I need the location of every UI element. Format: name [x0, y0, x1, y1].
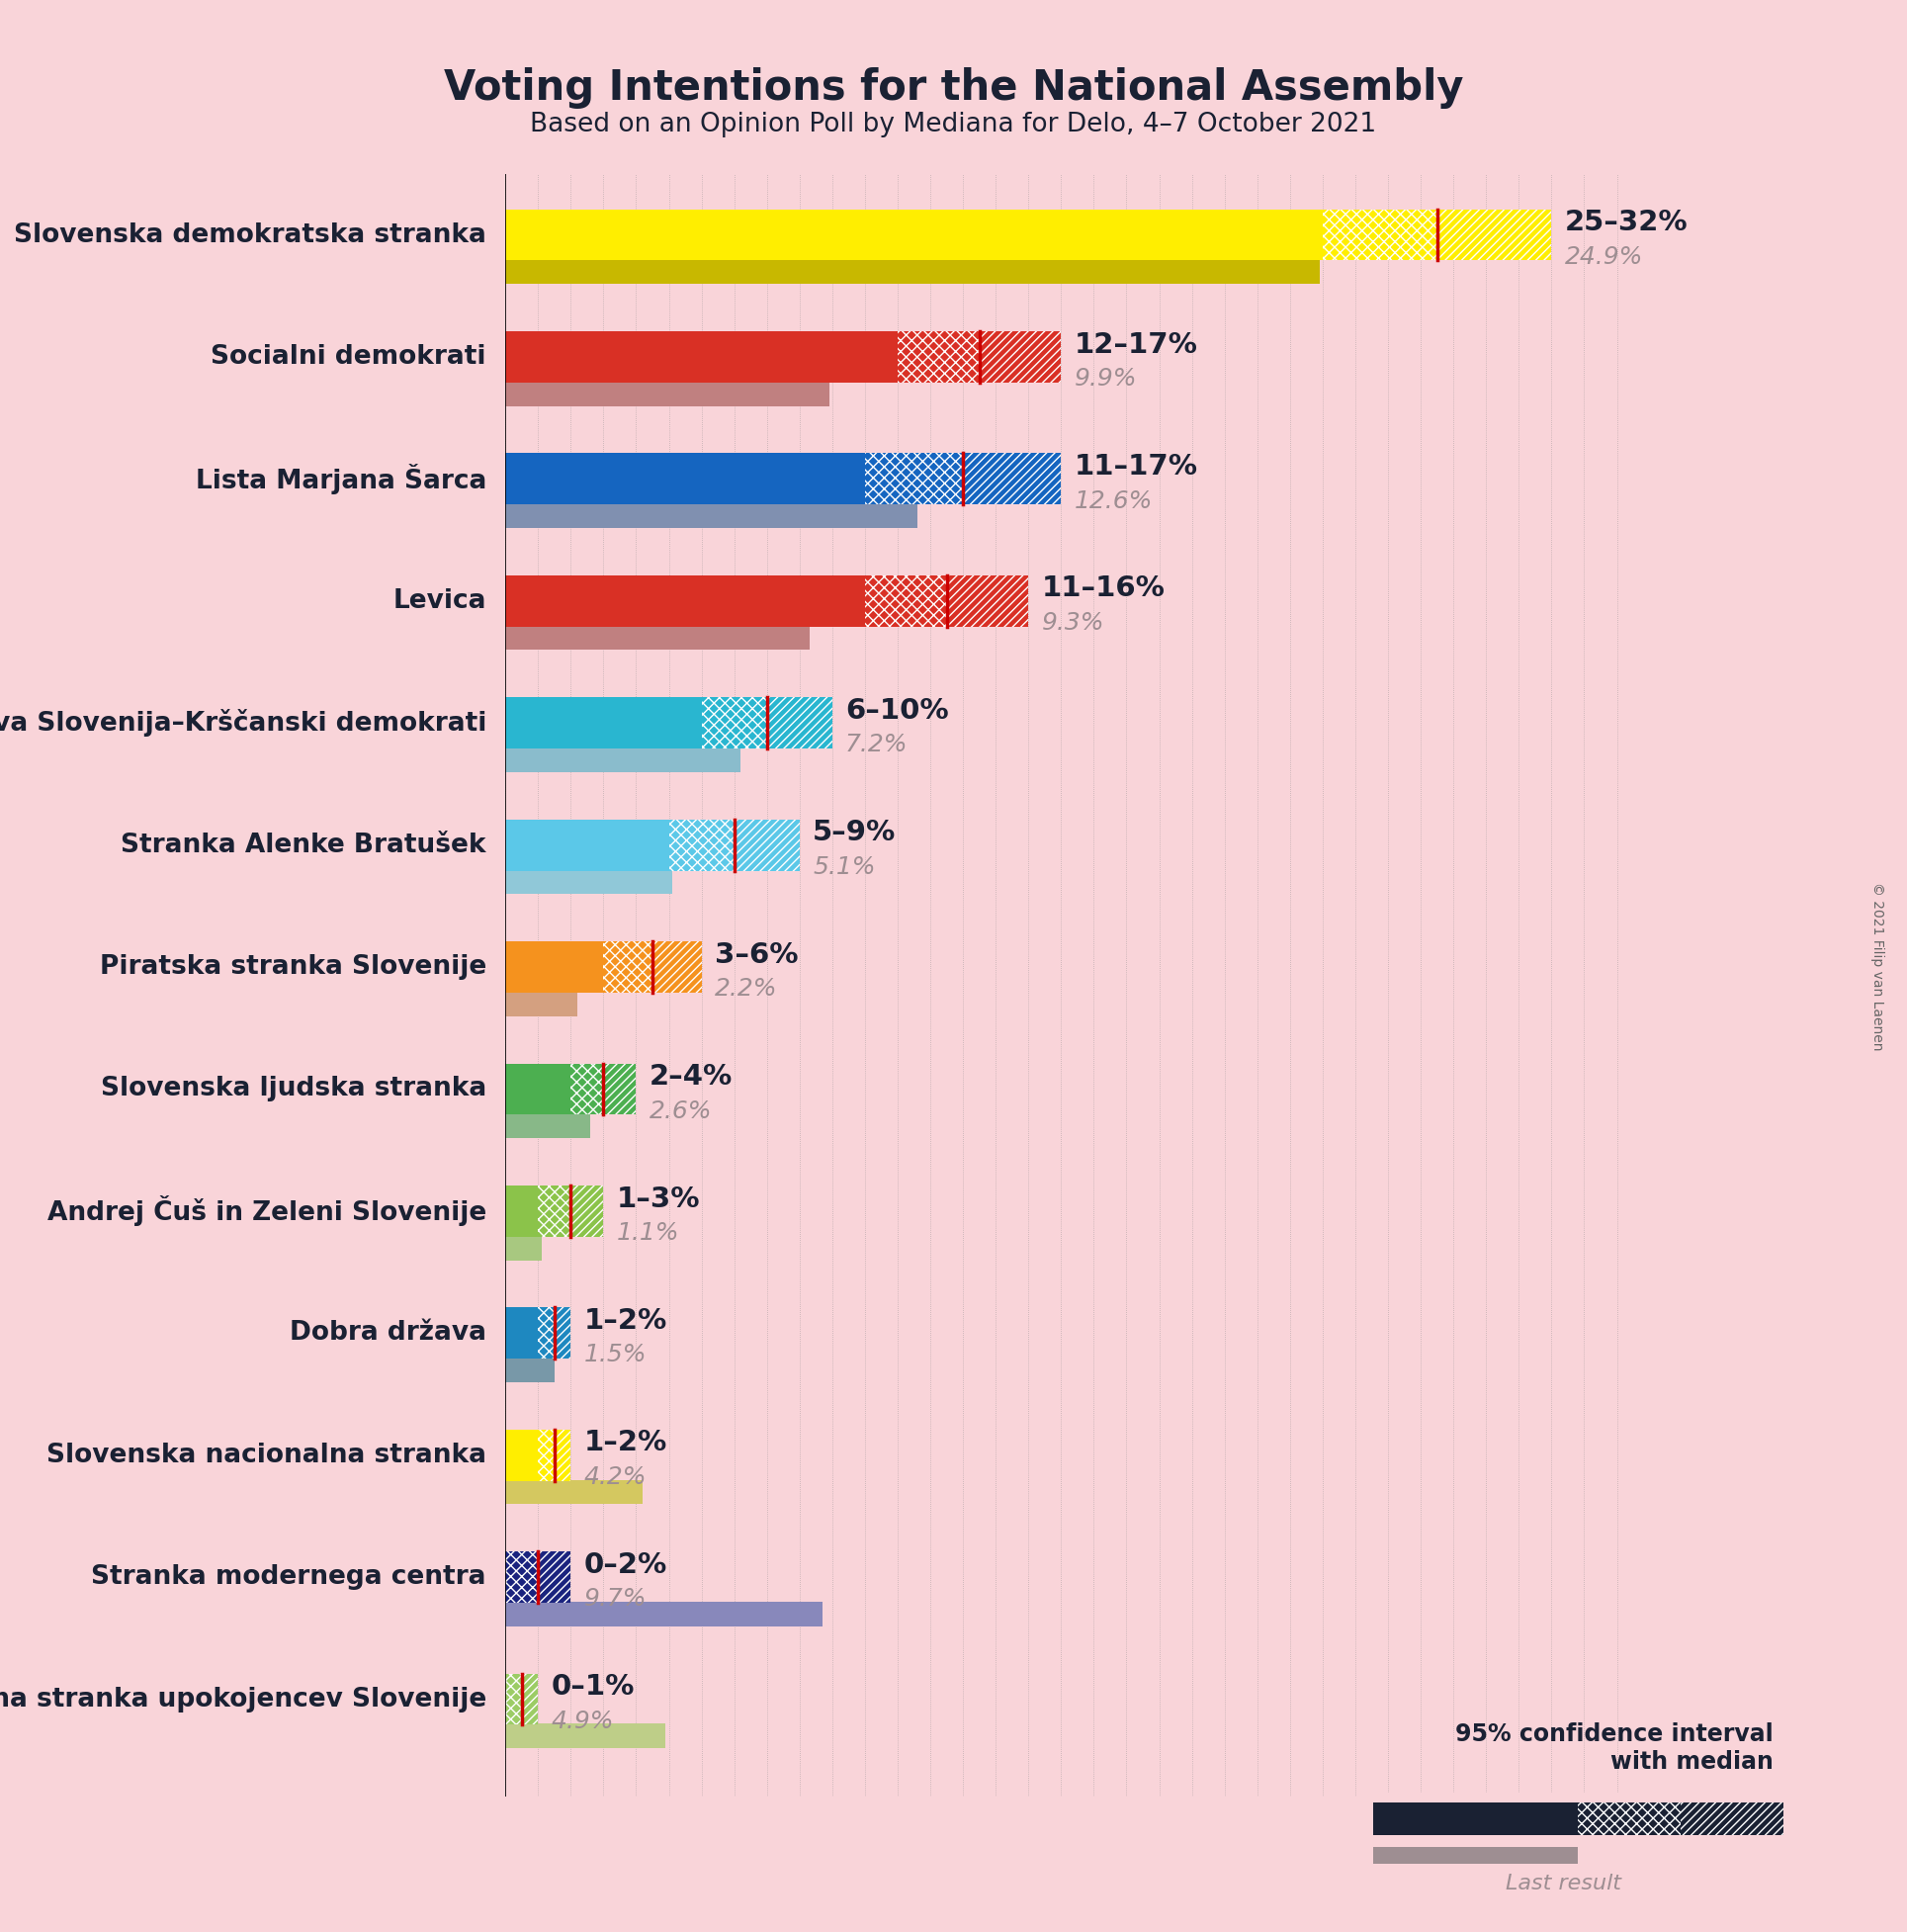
Bar	[538, 1186, 570, 1236]
Text: Last result: Last result	[1507, 1874, 1621, 1893]
Bar	[866, 576, 946, 626]
Bar	[538, 1308, 555, 1358]
Bar	[505, 748, 740, 773]
Bar	[980, 330, 1060, 383]
Bar	[505, 1236, 542, 1260]
Bar	[505, 1673, 523, 1725]
Bar	[505, 576, 866, 626]
Text: 12–17%: 12–17%	[1074, 330, 1198, 359]
Text: 1.1%: 1.1%	[616, 1221, 679, 1244]
Text: Demokratična stranka upokojencev Slovenije: Demokratična stranka upokojencev Sloveni…	[0, 1685, 486, 1714]
Text: Voting Intentions for the National Assembly: Voting Intentions for the National Assem…	[444, 68, 1463, 108]
Text: Lista Marjana Šarca: Lista Marjana Šarca	[195, 464, 486, 495]
Text: Socialni demokrati: Socialni demokrati	[212, 344, 486, 369]
Bar	[946, 576, 1028, 626]
Text: 4.2%: 4.2%	[584, 1464, 646, 1490]
Text: 12.6%: 12.6%	[1074, 489, 1152, 512]
Text: 5–9%: 5–9%	[812, 819, 896, 846]
Bar	[523, 1673, 538, 1725]
Text: 2.2%: 2.2%	[715, 978, 778, 1001]
Bar	[505, 1430, 538, 1480]
Text: Levica: Levica	[393, 587, 486, 614]
Text: 11–16%: 11–16%	[1041, 576, 1165, 603]
Bar	[555, 1430, 570, 1480]
Bar	[505, 1551, 538, 1604]
Bar	[505, 1358, 555, 1381]
Text: Slovenska nacionalna stranka: Slovenska nacionalna stranka	[46, 1443, 486, 1468]
Text: 3–6%: 3–6%	[715, 941, 799, 968]
Text: 24.9%: 24.9%	[1564, 245, 1644, 269]
Bar	[505, 626, 809, 649]
Text: Stranka Alenke Bratušek: Stranka Alenke Bratušek	[120, 833, 486, 858]
Bar	[1323, 209, 1438, 261]
Bar	[505, 819, 669, 871]
Text: Piratska stranka Slovenije: Piratska stranka Slovenije	[99, 954, 486, 980]
Bar	[1577, 1803, 1680, 1835]
Bar	[505, 1602, 822, 1627]
Bar	[505, 697, 702, 748]
Bar	[767, 697, 831, 748]
Text: 1–3%: 1–3%	[616, 1184, 700, 1213]
Text: Stranka modernega centra: Stranka modernega centra	[92, 1565, 486, 1590]
Text: 9.9%: 9.9%	[1074, 367, 1137, 390]
Bar	[505, 1480, 643, 1505]
Text: Based on an Opinion Poll by Mediana for Delo, 4–7 October 2021: Based on an Opinion Poll by Mediana for …	[530, 112, 1377, 137]
Text: 4.9%: 4.9%	[551, 1710, 614, 1733]
Text: 5.1%: 5.1%	[812, 856, 875, 879]
Bar	[505, 1308, 538, 1358]
Bar	[505, 1063, 570, 1115]
Bar	[734, 819, 799, 871]
Bar	[505, 383, 830, 406]
Bar	[505, 1186, 538, 1236]
Text: 2.6%: 2.6%	[648, 1099, 711, 1122]
Bar	[669, 819, 734, 871]
Text: Andrej Čuš in Zeleni Slovenije: Andrej Čuš in Zeleni Slovenije	[48, 1196, 486, 1227]
Bar	[570, 1186, 603, 1236]
Text: © 2021 Filip van Laenen: © 2021 Filip van Laenen	[1871, 881, 1884, 1051]
Bar	[570, 1063, 603, 1115]
Bar	[505, 209, 1323, 261]
Bar	[898, 330, 980, 383]
Bar	[963, 454, 1060, 504]
Text: 1.5%: 1.5%	[584, 1343, 646, 1368]
Bar	[1373, 1803, 1577, 1835]
Text: 95% confidence interval
with median: 95% confidence interval with median	[1455, 1721, 1774, 1774]
Bar	[505, 330, 898, 383]
Text: 0–2%: 0–2%	[584, 1551, 667, 1578]
Bar	[702, 697, 767, 748]
Text: 1–2%: 1–2%	[584, 1430, 667, 1457]
Text: 6–10%: 6–10%	[845, 697, 950, 724]
Bar	[866, 454, 963, 504]
Text: 7.2%: 7.2%	[845, 732, 908, 757]
Bar	[505, 504, 917, 527]
Text: Nova Slovenija–Krščanski demokrati: Nova Slovenija–Krščanski demokrati	[0, 709, 486, 736]
Bar	[505, 1723, 666, 1748]
Bar	[1373, 1847, 1577, 1864]
Bar	[555, 1308, 570, 1358]
Bar	[505, 941, 603, 993]
Bar	[603, 1063, 637, 1115]
Bar	[652, 941, 702, 993]
Text: Dobra država: Dobra država	[290, 1320, 486, 1347]
Text: 25–32%: 25–32%	[1564, 209, 1688, 236]
Bar	[505, 991, 578, 1016]
Bar	[603, 941, 652, 993]
Bar	[505, 869, 671, 895]
Text: Slovenska ljudska stranka: Slovenska ljudska stranka	[101, 1076, 486, 1101]
Bar	[505, 259, 1320, 284]
Bar	[538, 1430, 555, 1480]
Text: 0–1%: 0–1%	[551, 1673, 635, 1700]
Bar	[505, 1113, 591, 1138]
Bar	[1680, 1803, 1783, 1835]
Bar	[505, 454, 866, 504]
Text: Slovenska demokratska stranka: Slovenska demokratska stranka	[13, 222, 486, 247]
Text: 9.7%: 9.7%	[584, 1588, 646, 1611]
Bar	[538, 1551, 570, 1604]
Text: 11–17%: 11–17%	[1074, 452, 1198, 481]
Text: 9.3%: 9.3%	[1041, 611, 1104, 636]
Text: 1–2%: 1–2%	[584, 1308, 667, 1335]
Text: 2–4%: 2–4%	[648, 1063, 732, 1092]
Bar	[1438, 209, 1552, 261]
